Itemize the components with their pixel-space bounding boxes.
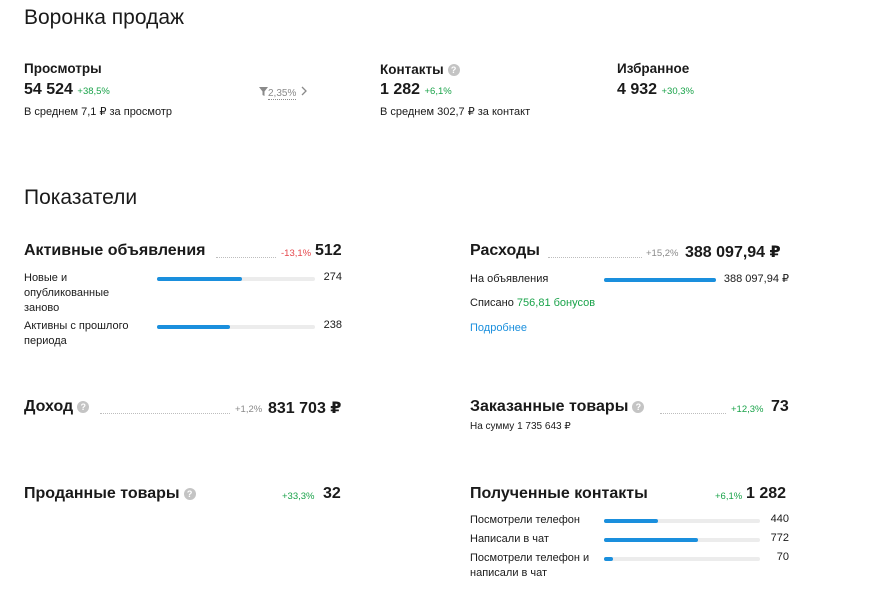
received-phone-bar	[604, 519, 760, 523]
favorites-label: Избранное	[617, 61, 690, 76]
views-subtext: В среднем 7,1 ₽ за просмотр	[24, 106, 173, 118]
expenses-delta: +15,2%	[646, 248, 679, 259]
contacts-subtext: В среднем 302,7 ₽ за контакт	[380, 106, 531, 118]
received-chat-bar-fill	[604, 538, 698, 542]
contacts-label-row: Контакты?	[380, 61, 460, 79]
ordered-label-row: Заказанные товары?	[470, 398, 645, 416]
views-value: 54 524	[24, 81, 73, 98]
conversion-value: 2,35%	[268, 88, 297, 101]
received-phone-bar-fill	[604, 519, 658, 523]
active-ads-value: 512	[315, 242, 342, 259]
question-icon[interactable]: ?	[77, 400, 90, 413]
question-icon[interactable]: ?	[447, 63, 460, 76]
sold-delta: +33,3%	[282, 491, 315, 502]
expenses-ads-bar	[604, 278, 716, 282]
favorites-value: 4 932	[617, 81, 658, 98]
income-label: Доход	[24, 398, 74, 415]
received-contacts-label: Полученные контакты	[470, 485, 648, 502]
sold-label: Проданные товары	[24, 485, 180, 502]
active-ads-delta: -13,1%	[281, 248, 312, 259]
expenses-ads-value: 388 097,94 ₽	[723, 273, 789, 285]
ordered-value: 73	[771, 398, 789, 415]
contacts-value-row: 1 282 +6,1%	[380, 81, 452, 99]
received-phone-label: Посмотрели телефон	[470, 514, 580, 526]
received-phone-value: 440	[770, 513, 789, 525]
received-chat-value: 772	[770, 532, 789, 544]
active-ads-dots	[216, 257, 276, 258]
expenses-label: Расходы	[470, 242, 540, 259]
received-both-value: 70	[776, 551, 789, 563]
written-off-value: 756,81 бонусов	[516, 297, 596, 309]
active-ads-prev-label: Активны с прошлого периода	[24, 320, 129, 347]
active-ads-new-bar-fill	[157, 277, 242, 281]
expenses-ads-label: На объявления	[470, 273, 549, 285]
contacts-label: Контакты	[380, 62, 444, 77]
ordered-label: Заказанные товары	[470, 398, 629, 415]
question-icon[interactable]: ?	[632, 400, 645, 413]
written-off-row: Списано 756,81 бонусов	[470, 297, 595, 309]
active-ads-prev-bar	[157, 325, 315, 329]
received-both-bar-fill	[604, 557, 613, 561]
active-ads-label: Активные объявления	[24, 242, 206, 259]
active-ads-prev-value: 238	[323, 319, 342, 331]
active-ads-new-bar	[157, 277, 315, 281]
views-delta: +38,5%	[77, 86, 110, 97]
favorites-value-row: 4 932 +30,3%	[617, 81, 694, 99]
ordered-sum: На сумму 1 735 643 ₽	[470, 421, 571, 432]
contacts-value: 1 282	[380, 81, 421, 98]
views-value-row: 54 524 +38,5%	[24, 81, 110, 99]
sold-value: 32	[323, 485, 341, 502]
indicators-title: Показатели	[24, 186, 138, 209]
funnel-filter-icon	[259, 83, 268, 101]
written-off-label: Списано	[470, 297, 514, 309]
active-ads-new-label: Новые и опубликованные заново	[24, 272, 110, 314]
income-delta: +1,2%	[235, 404, 263, 415]
received-chat-bar	[604, 538, 760, 542]
active-ads-prev-bar-fill	[157, 325, 231, 329]
expenses-value: 388 097,94 ₽	[685, 244, 781, 261]
question-icon[interactable]: ?	[183, 487, 196, 500]
funnel-title: Воронка продаж	[24, 6, 185, 29]
expenses-ads-bar-fill	[604, 278, 716, 282]
received-chat-label: Написали в чат	[470, 533, 549, 545]
income-label-row: Доход?	[24, 398, 90, 416]
income-dots	[100, 413, 230, 414]
ordered-dots	[660, 413, 726, 414]
received-both-bar	[604, 557, 760, 561]
sold-label-row: Проданные товары?	[24, 485, 196, 503]
views-label: Просмотры	[24, 61, 102, 76]
received-both-label: Посмотрели телефон и написали в чат	[470, 552, 590, 579]
income-value: 831 703 ₽	[268, 400, 342, 417]
ordered-delta: +12,3%	[731, 404, 764, 415]
active-ads-new-value: 274	[323, 271, 342, 283]
favorites-delta: +30,3%	[661, 86, 695, 97]
chevron-right-icon	[301, 83, 308, 101]
more-link[interactable]: Подробнее	[470, 322, 528, 334]
received-contacts-delta: +6,1%	[715, 491, 743, 502]
contacts-delta: +6,1%	[424, 86, 452, 97]
conversion-link[interactable]: 2,35%	[259, 83, 308, 101]
received-contacts-value: 1 282	[746, 485, 787, 502]
expenses-dots	[548, 257, 642, 258]
